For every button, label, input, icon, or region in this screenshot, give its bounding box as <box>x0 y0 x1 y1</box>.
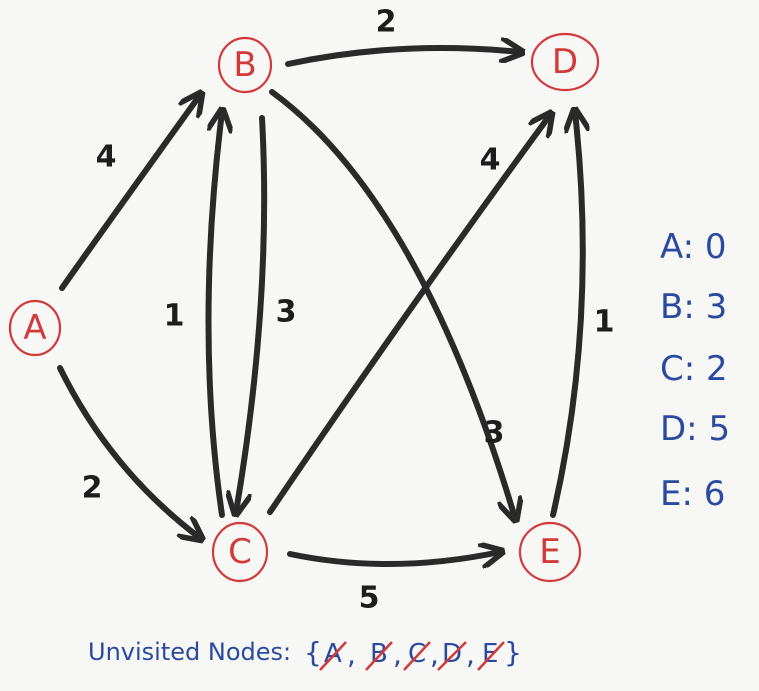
distance-e: E: 6 <box>660 474 725 514</box>
weight-a-c: 2 <box>82 471 103 506</box>
unvisited-separator: , <box>393 638 402 671</box>
unvisited-separator: , <box>347 638 356 671</box>
weight-b-c: 3 <box>276 295 297 330</box>
node-b: B <box>217 36 273 94</box>
edge-e-to-d <box>550 112 583 518</box>
weight-a-b: 4 <box>96 140 117 175</box>
edge-c-to-e <box>287 552 500 564</box>
weight-c-d: 4 <box>480 143 501 178</box>
edge-b-to-d <box>285 48 520 67</box>
edge-weight-layer: 4 2 1 3 2 4 3 5 1 <box>82 5 615 616</box>
node-c-label: C <box>228 532 252 572</box>
strike-e <box>477 641 505 671</box>
node-c: C <box>211 521 269 583</box>
unvisited-open-brace: { <box>304 636 322 669</box>
strike-d <box>437 641 467 671</box>
edge-c-to-b <box>205 112 223 518</box>
edge-a-to-b <box>59 95 200 291</box>
edge-b-to-e <box>269 89 515 518</box>
strike-b <box>365 641 393 671</box>
strike-c <box>403 641 431 671</box>
edge-layer <box>57 48 583 564</box>
node-e-label: E <box>539 532 560 572</box>
strike-a <box>319 641 347 671</box>
edge-b-to-c <box>236 115 268 512</box>
weight-b-d: 2 <box>376 5 397 40</box>
unvisited-close-brace: } <box>504 636 522 669</box>
weight-e-d: 1 <box>594 305 615 340</box>
distance-table: A: 0 B: 3 C: 2 D: 5 E: 6 <box>660 227 730 514</box>
weight-c-b: 1 <box>164 299 185 334</box>
node-d: D <box>530 32 600 92</box>
node-d-label: D <box>552 42 578 82</box>
edge-c-to-d <box>267 115 550 515</box>
node-layer: A B C D E <box>8 32 600 583</box>
node-e: E <box>518 521 582 583</box>
edge-a-to-c <box>57 365 200 538</box>
node-a-label: A <box>23 308 46 348</box>
distance-c: C: 2 <box>660 349 728 389</box>
unvisited-label: Unvisited Nodes: <box>88 638 291 666</box>
weight-b-e: 3 <box>484 416 505 451</box>
node-a: A <box>8 299 62 357</box>
distance-d: D: 5 <box>660 409 730 449</box>
distance-a: A: 0 <box>660 227 727 267</box>
unvisited-separator: , <box>430 638 439 671</box>
weight-c-e: 5 <box>359 581 380 616</box>
unvisited-nodes-set: Unvisited Nodes: { A , B , C , D , E } <box>88 636 522 671</box>
unvisited-separator: , <box>466 638 475 671</box>
node-b-label: B <box>233 45 256 85</box>
distance-b: B: 3 <box>660 287 727 327</box>
